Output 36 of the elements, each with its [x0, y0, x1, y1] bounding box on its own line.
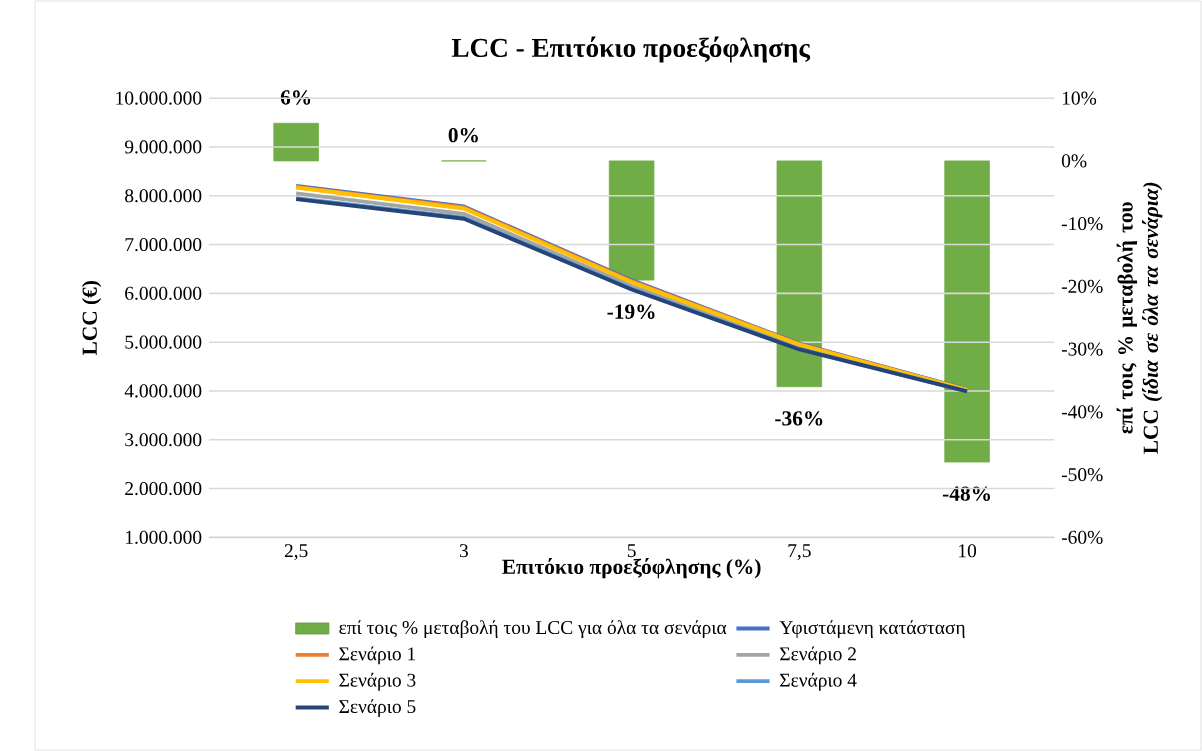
legend-label: Σενάριο 5 — [339, 699, 416, 717]
legend-label: επί τοις % μεταβολή του LCC για όλα τα σενάρια — [339, 620, 727, 638]
y-tick-label: 8.000.000 — [125, 189, 202, 203]
legend-label: Σενάριο 4 — [780, 672, 857, 691]
y-tick-label: 1.000.000 — [126, 530, 202, 544]
y-tick-label: 4.000.000 — [124, 384, 202, 398]
y-tick-label: 9.000.000 — [124, 140, 202, 154]
y-tick-label: 5.000.000 — [125, 335, 202, 349]
x-tick-label: 10 — [959, 544, 977, 558]
data-label: -19% — [607, 304, 655, 319]
legend-label: Σενάριο 1 — [339, 646, 416, 665]
legend-label: Σενάριο 2 — [780, 646, 856, 665]
x-tick-label: 7,5 — [788, 544, 811, 560]
y2-tick-label: -20% — [1061, 279, 1103, 293]
y-tick-label: 7.000.000 — [125, 237, 202, 252]
chart-title: LCC - Επιτόκιο προεξόφλησης — [451, 36, 811, 63]
y-tick-label: 6.000.000 — [125, 286, 202, 300]
x-tick-label: 3 — [459, 544, 468, 558]
data-label: 0% — [448, 127, 478, 143]
y2-tick-label: 0% — [1061, 154, 1087, 168]
legend-label: Υφιστάμενη κατάσταση — [779, 620, 965, 638]
data-label: -36% — [775, 411, 823, 426]
y2-tick-label: -50% — [1061, 467, 1103, 482]
x-tick-label: 2,5 — [284, 544, 308, 561]
y2-tick-label: -10% — [1061, 216, 1103, 231]
y-tick-label: 3.000.000 — [125, 433, 202, 447]
y-axis-title: LCC (€) — [81, 280, 102, 356]
y2-tick-label: -30% — [1061, 342, 1103, 356]
legend-label: Σενάριο 3 — [339, 672, 416, 691]
y2-tick-label: -40% — [1061, 405, 1103, 419]
x-axis-title: Επιτόκιο προεξόφλησης (%) — [502, 557, 761, 579]
y2-tick-label: 10% — [1062, 91, 1097, 105]
y-tick-label: 10.000.000 — [116, 91, 202, 105]
y-tick-label: 2.000.000 — [125, 481, 202, 496]
y2-tick-label: -60% — [1061, 530, 1103, 544]
x-tick-label: 5 — [627, 544, 636, 558]
